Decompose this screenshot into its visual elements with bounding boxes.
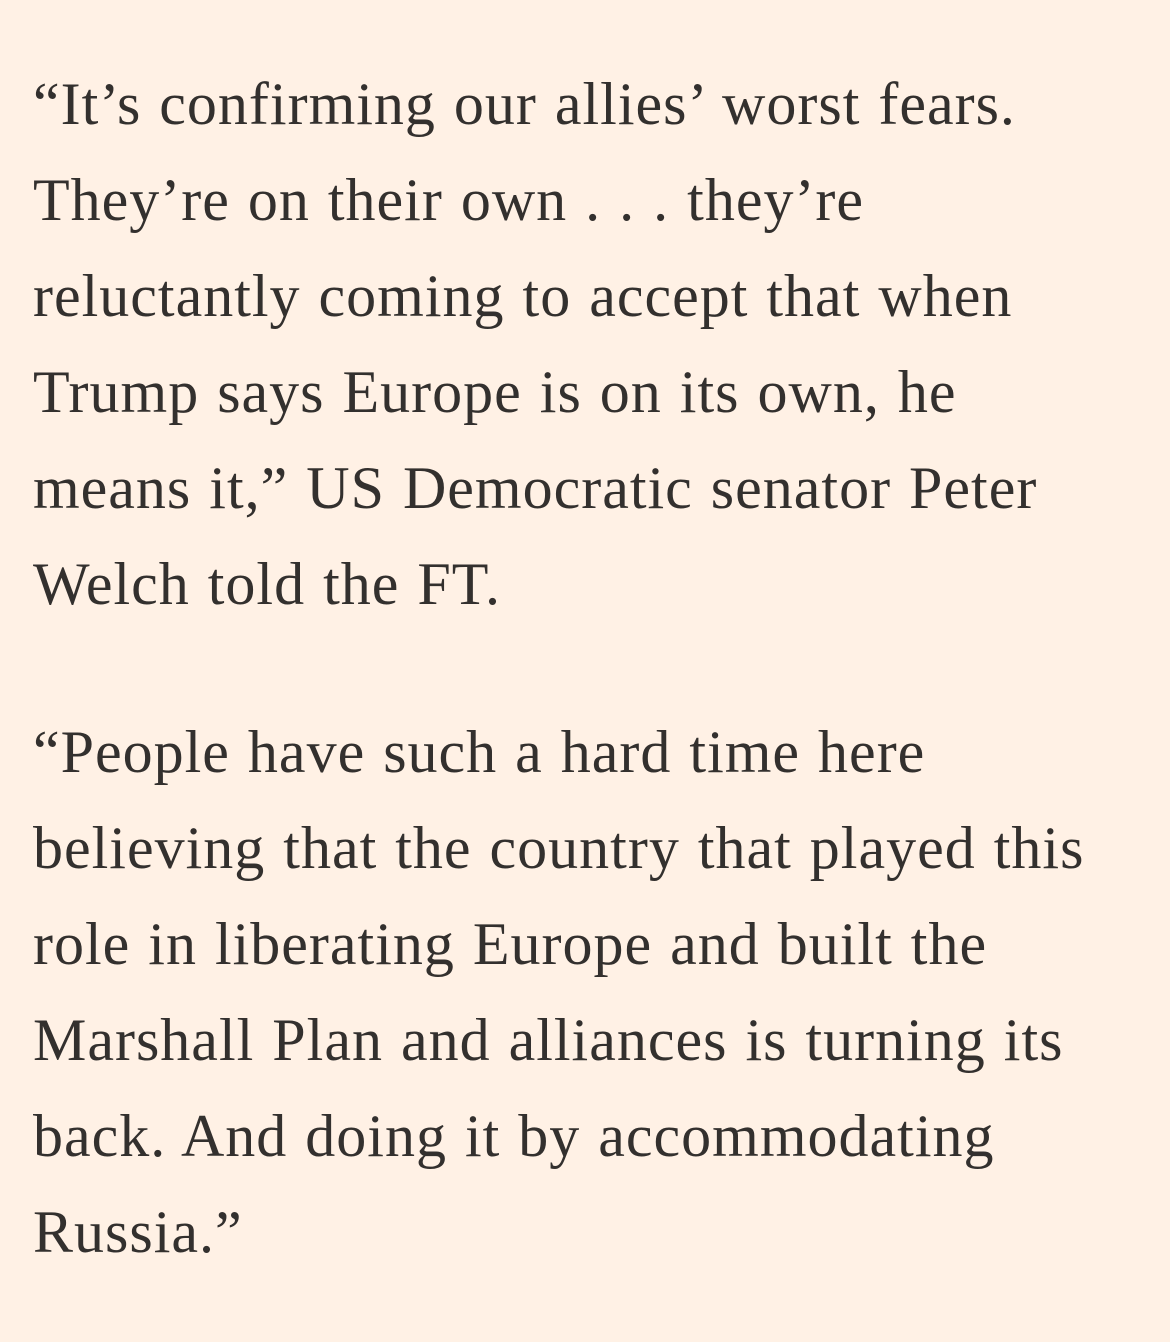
- article-paragraph-quote-1: “It’s confirming our allies’ worst fears…: [33, 71, 1038, 617]
- article-paragraph-quote-2: “People have such a hard time here belie…: [33, 719, 1085, 1265]
- article-body: “It’s confirming our allies’ worst fears…: [33, 71, 1085, 1265]
